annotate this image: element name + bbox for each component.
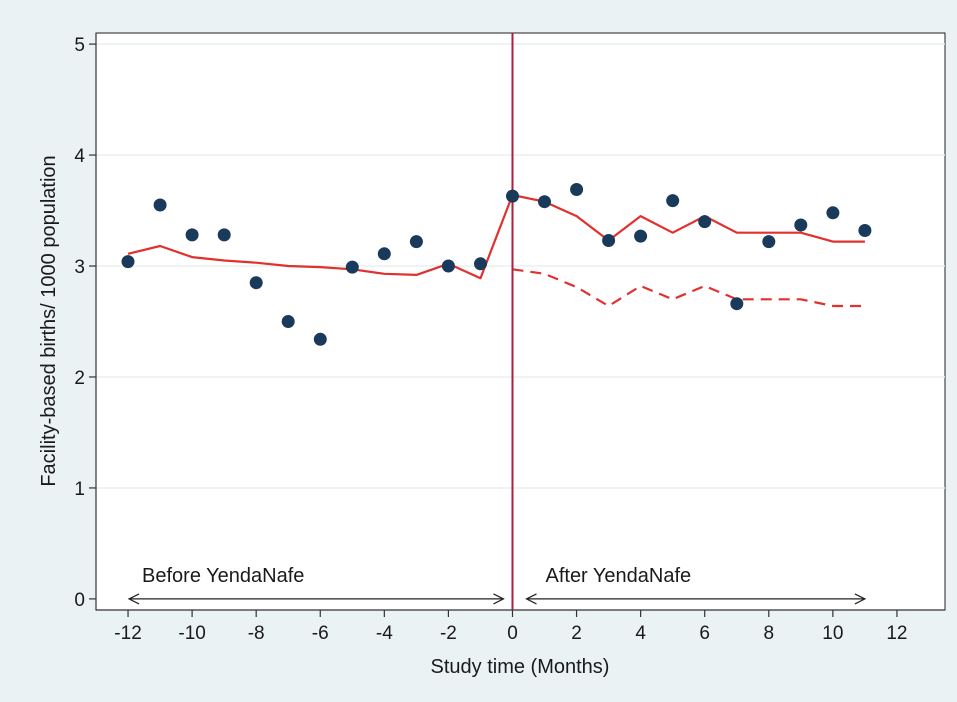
counterfactual-line — [512, 268, 865, 308]
x-tick-label: 10 — [822, 623, 843, 644]
data-point — [345, 260, 359, 274]
series — [127, 193, 865, 308]
data-point — [313, 332, 327, 346]
data-point — [602, 234, 616, 247]
y-axis-title: Facility-based births/ 1000 population — [38, 155, 60, 486]
data-point — [570, 183, 584, 196]
data-point — [762, 235, 776, 249]
x-tick-label: -12 — [114, 623, 141, 644]
x-tick-label: -2 — [440, 623, 457, 644]
data-point — [666, 194, 680, 208]
x-tick-label: 2 — [571, 623, 582, 644]
x-tick-label: -4 — [376, 623, 393, 644]
y-tick-label: 3 — [74, 257, 85, 278]
x-tick-label: 0 — [507, 623, 518, 644]
arrow-head-left — [127, 593, 140, 605]
data-points — [121, 183, 872, 346]
data-point — [730, 297, 744, 311]
data-point — [281, 315, 295, 328]
x-tick-label: 12 — [886, 623, 907, 644]
y-tick-label: 4 — [74, 146, 85, 167]
data-point — [634, 229, 648, 243]
gridlines — [96, 43, 945, 489]
annotations: Before YendaNafe After YendaNafe — [127, 565, 867, 605]
y-tick-label: 0 — [74, 590, 85, 611]
data-point — [506, 189, 519, 203]
x-tick-label: -10 — [178, 623, 205, 644]
after-label: After YendaNafe — [545, 565, 691, 587]
axes — [95, 33, 945, 611]
data-point — [441, 259, 455, 273]
data-point — [794, 218, 808, 232]
arrow-head-left — [525, 593, 537, 605]
data-point — [249, 276, 263, 290]
data-point — [217, 228, 231, 242]
x-tick-label: 8 — [764, 623, 775, 644]
data-point — [698, 215, 712, 229]
data-point — [377, 247, 391, 261]
data-point — [538, 195, 551, 209]
x-tick-label: 6 — [699, 623, 710, 644]
y-tick-label: 2 — [74, 368, 85, 389]
x-axis-title: Study time (Months) — [431, 656, 610, 678]
data-point — [409, 235, 423, 249]
arrow-head-right — [854, 593, 867, 605]
arrow-head-right — [493, 593, 505, 605]
y-tick-label: 5 — [74, 35, 85, 56]
data-point — [153, 198, 167, 212]
x-tick-label: 4 — [635, 623, 646, 644]
plot-area — [95, 32, 946, 611]
data-point — [858, 224, 872, 237]
y-tick-label: 1 — [74, 479, 85, 500]
before-label: Before YendaNafe — [142, 565, 304, 587]
data-point — [474, 257, 487, 271]
fitted-line — [127, 193, 865, 280]
data-point — [121, 255, 135, 269]
data-point — [826, 206, 840, 220]
x-tick-label: -6 — [312, 623, 329, 644]
data-point — [185, 228, 199, 242]
x-tick-label: -8 — [248, 623, 265, 644]
